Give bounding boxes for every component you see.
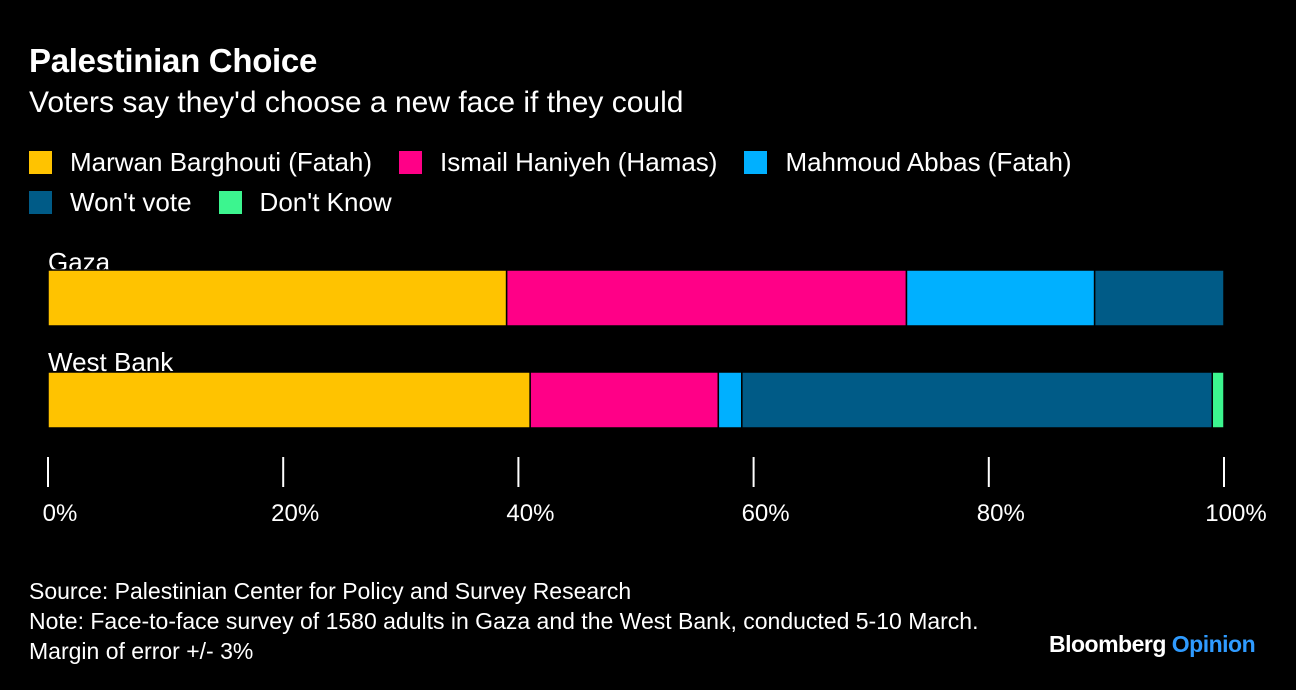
x-tick-label-100: 100% <box>1205 500 1266 527</box>
legend-item-wont-vote: Won't vote <box>29 187 192 218</box>
legend-swatch-wont-vote <box>29 190 52 214</box>
legend-label-dont-know: Don't Know <box>259 186 392 217</box>
x-tick-label-80: 80% <box>977 500 1025 527</box>
legend-swatch-barghouti <box>29 150 52 174</box>
legend-row-2: Won't vote Don't Know <box>29 182 1269 222</box>
logo-section: Opinion <box>1171 631 1256 657</box>
logo-brand: Bloomberg <box>1049 631 1166 657</box>
footer: Source: Palestinian Center for Policy an… <box>29 576 1039 666</box>
legend-label-wont-vote: Won't vote <box>70 186 192 217</box>
survey-note: Note: Face-to-face survey of 1580 adults… <box>29 608 979 664</box>
bar-segment-gaza-won-t-vote <box>1093 269 1225 327</box>
bar-segment-gaza-ismail-haniyeh-hamas <box>505 269 908 327</box>
bar-segment-gaza-mahmoud-abbas-fatah <box>905 269 1096 327</box>
x-tick-label-40: 40% <box>506 500 554 527</box>
source-note: Source: Palestinian Center for Policy an… <box>29 578 632 604</box>
legend-label-abbas: Mahmoud Abbas (Fatah) <box>785 146 1072 177</box>
x-tick-label-0: 0% <box>43 500 78 527</box>
bar-segment-west-bank-won-t-vote <box>741 371 1213 429</box>
bar-segment-west-bank-don-t-know <box>1211 371 1225 429</box>
legend-swatch-haniyeh <box>399 150 423 174</box>
legend-item-haniyeh: Ismail Haniyeh (Hamas) <box>399 147 717 178</box>
legend-row-1: Marwan Barghouti (Fatah) Ismail Haniyeh … <box>29 142 1269 182</box>
bloomberg-opinion-logo: Bloomberg Opinion <box>1049 631 1256 658</box>
legend: Marwan Barghouti (Fatah) Ismail Haniyeh … <box>29 142 1269 222</box>
legend-item-abbas: Mahmoud Abbas (Fatah) <box>744 146 1072 178</box>
bar-segment-west-bank-marwan-barghouti-fatah <box>47 371 531 429</box>
chart-subtitle: Voters say they'd choose a new face if t… <box>29 86 684 119</box>
bar-segment-west-bank-ismail-haniyeh-hamas <box>529 371 720 429</box>
legend-label-barghouti: Marwan Barghouti (Fatah) <box>70 146 373 177</box>
bar-segment-west-bank-mahmoud-abbas-fatah <box>717 371 743 429</box>
legend-swatch-abbas <box>744 150 768 174</box>
legend-swatch-dont-know <box>218 190 242 214</box>
x-tick-label-20: 20% <box>271 500 319 527</box>
bar-segment-gaza-marwan-barghouti-fatah <box>47 269 508 327</box>
chart-title: Palestinian Choice <box>29 42 318 79</box>
legend-label-haniyeh: Ismail Haniyeh (Hamas) <box>440 146 718 177</box>
legend-item-dont-know: Don't Know <box>218 186 392 218</box>
legend-item-barghouti: Marwan Barghouti (Fatah) <box>29 147 372 178</box>
x-tick-label-60: 60% <box>742 500 790 527</box>
